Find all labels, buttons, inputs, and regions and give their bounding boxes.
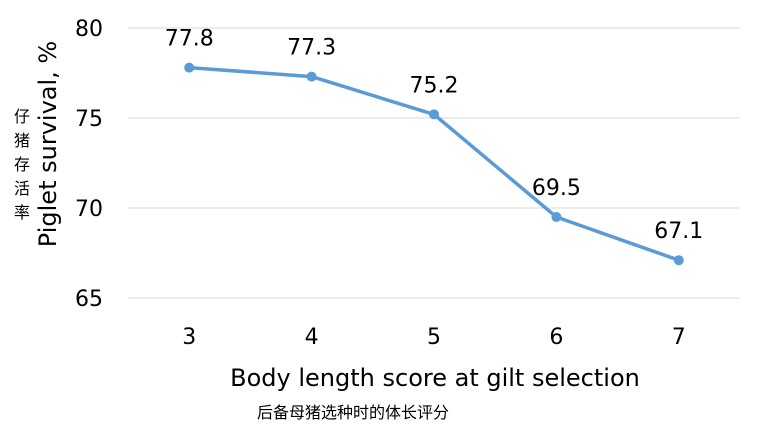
data-label: 75.2 <box>410 73 459 98</box>
data-labels: 77.8 77.3 75.2 69.5 67.1 <box>165 27 704 245</box>
x-axis-title-chinese: 后备母猪选种时的体长评分 <box>257 403 449 422</box>
x-tick-labels: 3 4 5 6 7 <box>182 325 686 350</box>
data-label: 69.5 <box>532 176 581 201</box>
data-label: 77.3 <box>287 36 336 61</box>
x-tick-label: 5 <box>427 325 441 350</box>
data-label: 77.8 <box>165 27 214 52</box>
y-tick-label: 75 <box>75 107 103 132</box>
data-point <box>306 71 317 82</box>
x-tick-label: 7 <box>672 325 686 350</box>
data-point <box>551 212 562 222</box>
y-tick-labels: 65 70 75 80 <box>75 17 103 312</box>
y-axis-title-chinese: 仔猪存活率 <box>14 107 30 222</box>
y-tick-label: 80 <box>75 17 103 42</box>
data-point <box>429 109 439 120</box>
data-point <box>184 62 195 73</box>
x-tick-label: 4 <box>305 325 319 350</box>
y-tick-label: 65 <box>75 287 103 312</box>
x-tick-label: 6 <box>549 325 563 350</box>
data-point <box>673 255 684 266</box>
data-label: 67.1 <box>654 219 703 244</box>
x-tick-label: 3 <box>182 325 196 350</box>
y-axis-title: Piglet survival, % <box>34 41 62 247</box>
x-axis-title: Body length score at gilt selection <box>230 364 640 392</box>
y-tick-label: 70 <box>75 197 103 222</box>
series-line <box>184 62 684 266</box>
